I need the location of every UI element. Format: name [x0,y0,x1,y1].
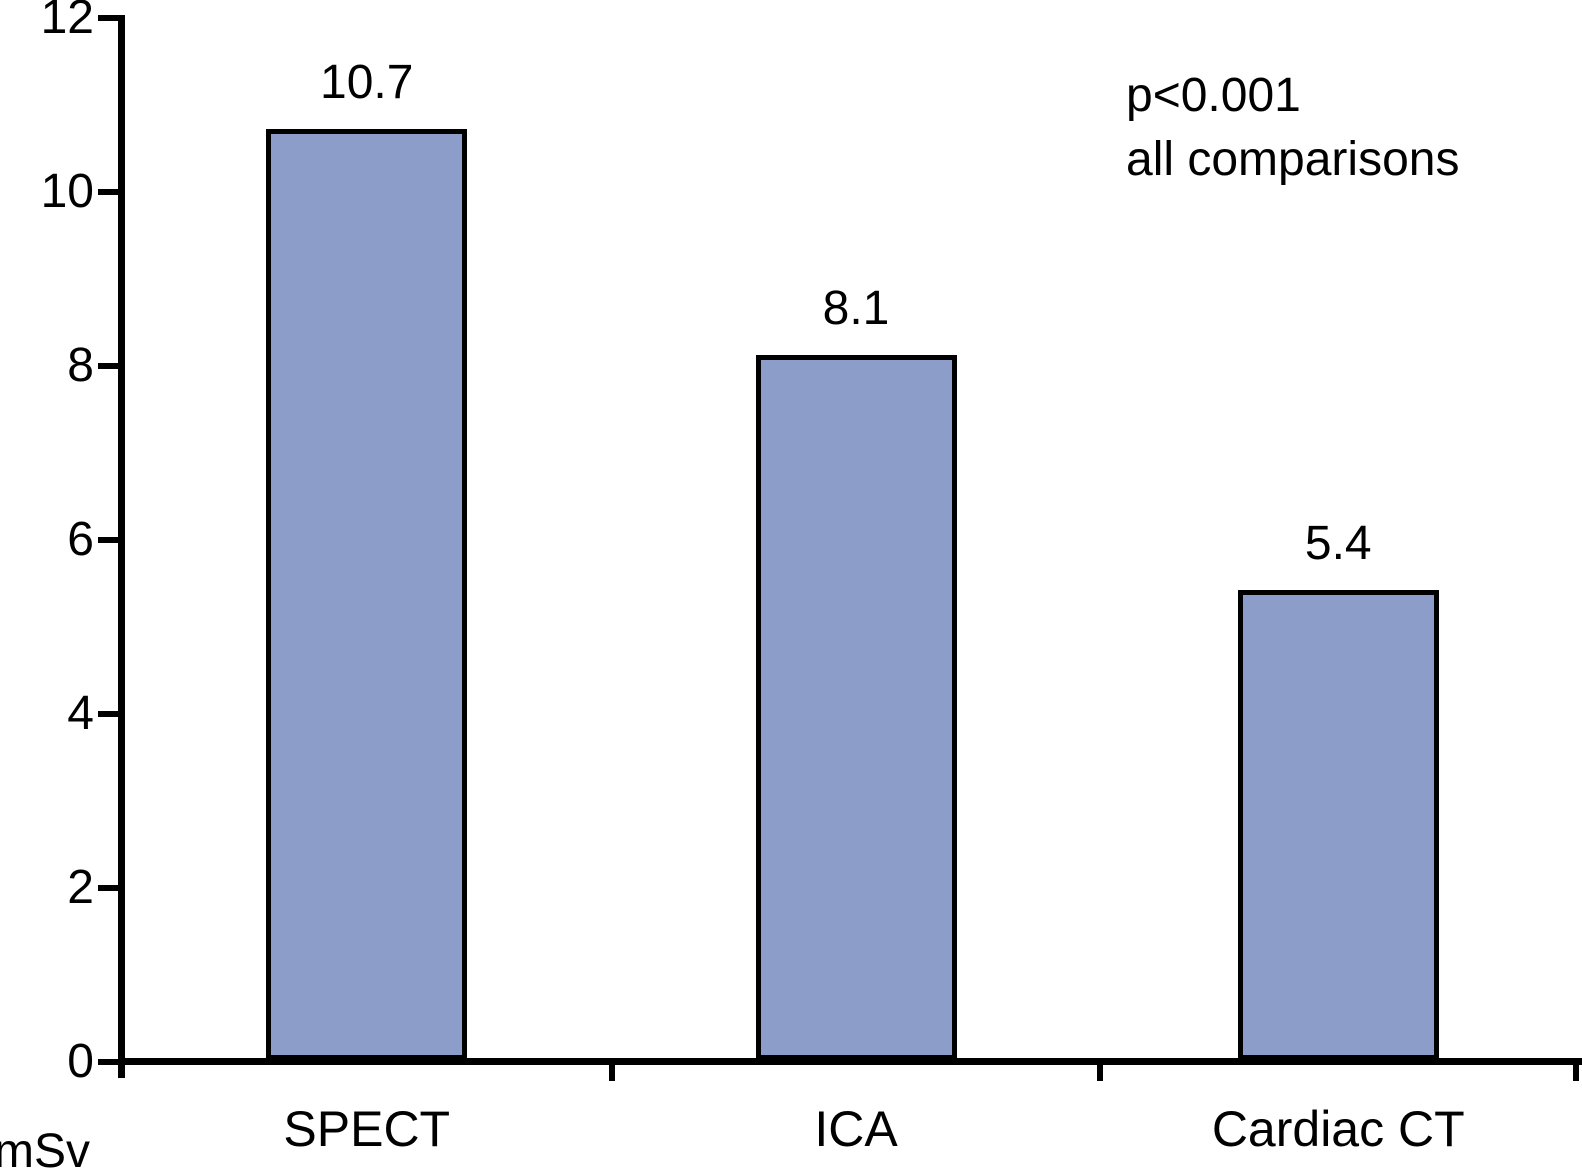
annotation: p<0.001 all comparisons [1126,64,1459,192]
annotation-line-1: p<0.001 [1126,69,1301,122]
y-axis-tick [98,710,120,717]
x-axis-tick [1097,1060,1103,1081]
y-axis-tick [98,189,120,196]
y-axis-tick [98,363,120,370]
annotation-line-2: all comparisons [1126,133,1460,186]
x-axis-tick [1573,1060,1579,1081]
y-axis-tick-label: 0 [67,1034,94,1088]
y-axis-tick-label: 6 [67,512,94,566]
bar-value-label: 5.4 [1304,517,1372,571]
x-axis-line [118,1058,1582,1065]
y-axis-tick-label: 8 [67,339,94,393]
bar-spect [266,129,468,1060]
x-axis-category-label: Cardiac CT [1211,1101,1465,1157]
y-axis-tick [98,536,120,543]
y-axis-tick [98,15,120,22]
y-axis-tick-label: 12 [40,0,94,45]
bar-ica [755,355,957,1060]
bar-value-label: 8.1 [822,282,890,336]
x-axis-category-label: ICA [814,1101,898,1157]
y-axis-tick [98,1058,120,1065]
y-axis-tick-label: 2 [67,860,94,914]
y-axis-line [118,15,125,1078]
y-axis-unit-label: mSv [0,1125,90,1175]
x-axis-category-label: SPECT [283,1101,451,1157]
y-axis-tick [98,884,120,891]
y-axis-tick-label: 10 [40,165,94,219]
y-axis-tick-label: 4 [67,686,94,740]
x-axis-tick [609,1060,615,1081]
bar-cardiac-ct [1237,590,1439,1060]
bar-value-label: 10.7 [320,56,414,110]
